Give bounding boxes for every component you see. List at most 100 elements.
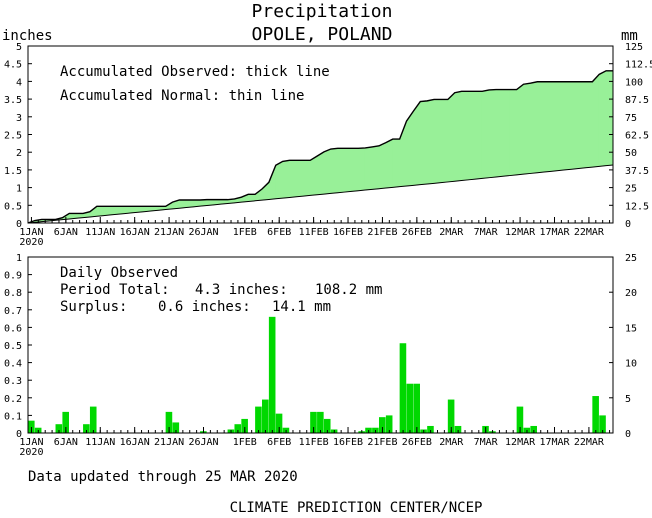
surplus-area xyxy=(117,206,125,215)
daily-bar xyxy=(89,406,97,433)
y-tick-label-right: 0 xyxy=(625,429,631,440)
x-tick-label: 21FEB xyxy=(367,227,397,238)
accumulated-lines-layer xyxy=(27,70,614,224)
accumulated-fill-layer xyxy=(27,70,614,224)
x-tick-label: 2MAR xyxy=(439,437,464,448)
x-tick-label: 17MAR xyxy=(539,227,570,238)
surplus-area xyxy=(364,146,373,191)
x-tick-label: 11JAN xyxy=(85,437,115,448)
y-tick-label-right: 20 xyxy=(625,288,637,299)
y-tick-label-right: 25 xyxy=(625,184,637,195)
surplus-area xyxy=(296,160,304,198)
surplus-area xyxy=(440,99,449,183)
location-title: OPOLE, POLAND xyxy=(252,24,393,45)
daily-bars-layer xyxy=(28,316,606,433)
daily-bar xyxy=(516,406,524,433)
x-tick-label: 26FEB xyxy=(402,437,432,448)
surplus-area xyxy=(433,99,442,184)
surplus-area xyxy=(344,148,352,193)
x-tick-label: 16FEB xyxy=(333,437,363,448)
daily-bar xyxy=(28,420,35,433)
x-tick-label: 26FEB xyxy=(402,227,432,238)
surplus-area xyxy=(323,148,332,195)
x-tick-label: 2MAR xyxy=(439,227,464,238)
y-tick-label-left: 0.5 xyxy=(4,201,22,212)
y-tick-label-right: 75 xyxy=(625,113,637,124)
x-tick-label: 22MAR xyxy=(574,227,605,238)
surplus-area xyxy=(536,81,545,174)
x-tick-label: 7MAR xyxy=(474,437,499,448)
y-tick-label-left: 1 xyxy=(16,253,22,264)
daily-bar xyxy=(323,418,331,433)
x-tick-label: 11JAN xyxy=(85,227,115,238)
y-tick-label-right: 87.5 xyxy=(625,95,649,106)
daily-bar xyxy=(379,417,386,433)
x-tick-label: 16JAN xyxy=(120,227,150,238)
y-tick-label-left: 3.5 xyxy=(4,95,22,106)
x-tick-label: 16FEB xyxy=(333,227,363,238)
surplus-area xyxy=(351,148,359,192)
x-tick-label: 21JAN xyxy=(154,437,184,448)
surplus-area xyxy=(481,89,490,179)
y-tick-label-left: 0.8 xyxy=(4,288,22,299)
surplus-area xyxy=(254,188,263,202)
y-tick-label-left: 0.7 xyxy=(4,306,22,317)
surplus-area xyxy=(585,81,593,169)
chart-title: Precipitation xyxy=(252,1,393,22)
surplus-area xyxy=(406,110,414,187)
y-tick-label-left: 0.2 xyxy=(4,394,22,405)
surplus-area xyxy=(96,206,105,217)
surplus-area xyxy=(447,92,456,183)
x-tick-label: 17MAR xyxy=(539,437,570,448)
surplus-area xyxy=(282,159,290,199)
daily-bar xyxy=(262,399,269,433)
y-tick-label-left: 4 xyxy=(16,77,22,88)
surplus-area xyxy=(289,160,297,198)
daily-bar xyxy=(447,399,455,433)
x-tick-label: 6FEB xyxy=(267,227,291,238)
legend-normal: Accumulated Normal: thin line xyxy=(60,88,304,104)
daily-bar xyxy=(268,316,276,433)
period-total-label: Period Total: xyxy=(60,282,170,298)
surplus-area xyxy=(385,138,394,189)
x-year-label: 2020 xyxy=(19,447,43,458)
surplus-inches: 0.6 inches: xyxy=(158,299,251,315)
surplus-area xyxy=(509,89,517,176)
daily-bar xyxy=(241,418,248,433)
x-tick-label: 21JAN xyxy=(154,227,184,238)
left-unit-label: inches xyxy=(2,28,53,44)
accumulated-normal-line xyxy=(27,164,614,224)
x-tick-label: 12MAR xyxy=(505,227,536,238)
x-tick-label: 1JAN xyxy=(19,437,43,448)
y-tick-label-right: 62.5 xyxy=(625,131,649,142)
surplus-area xyxy=(564,81,573,171)
surplus-area xyxy=(268,165,277,200)
surplus-area xyxy=(419,100,428,185)
x-tick-label: 12MAR xyxy=(505,437,536,448)
surplus-area xyxy=(413,100,421,186)
daily-panel: 00.10.20.30.40.50.60.70.80.910510152025 … xyxy=(4,253,637,458)
legend-observed: Accumulated Observed: thick line xyxy=(60,64,330,80)
x-year-label: 2020 xyxy=(19,237,43,248)
surplus-area xyxy=(557,81,566,171)
y-tick-label-left: 4.5 xyxy=(4,60,22,71)
daily-observed-label: Daily Observed xyxy=(60,265,178,281)
daily-bar xyxy=(234,424,242,433)
x-tick-label: 1FEB xyxy=(233,227,257,238)
surplus-area xyxy=(185,199,194,208)
y-tick-label-right: 0 xyxy=(625,219,631,230)
x-tick-label: 7MAR xyxy=(474,227,499,238)
surplus-area xyxy=(592,73,600,168)
surplus-area xyxy=(302,160,311,197)
surplus-area xyxy=(578,81,586,169)
y-tick-label-left: 0 xyxy=(16,219,22,230)
daily-bar xyxy=(55,424,63,433)
data-updated-note: Data updated through 25 MAR 2020 xyxy=(28,469,298,485)
x-tick-label: 26JAN xyxy=(188,437,218,448)
daily-bar xyxy=(592,396,599,433)
daily-bar xyxy=(275,413,283,433)
x-tick-label: 6JAN xyxy=(54,227,78,238)
daily-bar xyxy=(83,424,90,433)
